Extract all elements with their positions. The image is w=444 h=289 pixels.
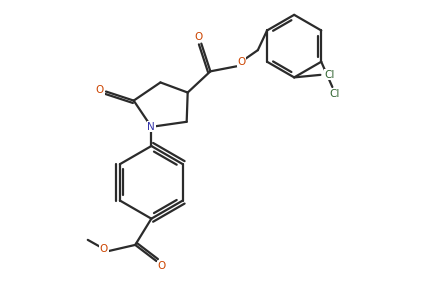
Text: Cl: Cl (330, 89, 340, 99)
Text: N: N (147, 122, 155, 132)
Text: O: O (100, 244, 108, 254)
Text: O: O (237, 57, 245, 67)
Text: O: O (96, 84, 104, 95)
Text: Cl: Cl (324, 70, 335, 80)
Text: O: O (157, 261, 166, 271)
Text: O: O (194, 32, 203, 42)
